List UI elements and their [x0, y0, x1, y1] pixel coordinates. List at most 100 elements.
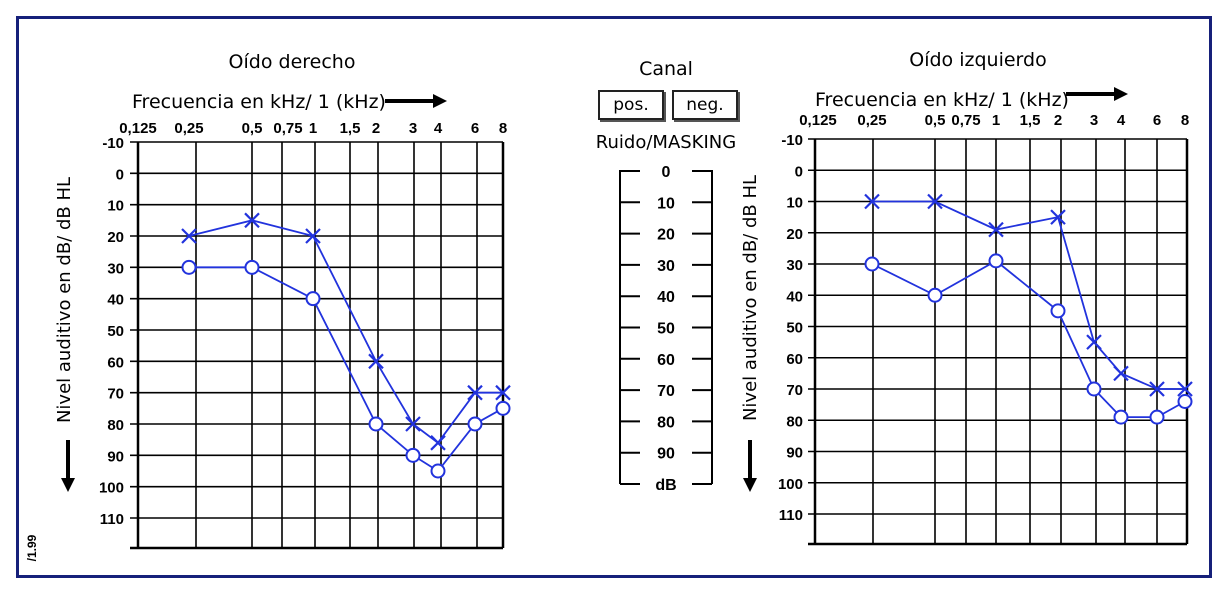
masking-label: Ruido/MASKING — [596, 132, 736, 153]
series-line-x — [188, 219, 503, 445]
data-point-x — [368, 353, 384, 370]
x-tick-label: 4 — [434, 120, 443, 137]
data-point-x — [864, 193, 880, 210]
data-point-o — [495, 400, 511, 416]
x-marker-stroke — [988, 221, 1004, 238]
data-point-o — [1086, 381, 1102, 397]
x-marker-stroke — [181, 228, 197, 244]
y-tick-label: 60 — [786, 351, 803, 368]
x-tick-label: 2 — [372, 120, 380, 137]
y-axis-label: Nivel auditivo en dB/ dB HL — [54, 177, 75, 423]
x-tick-label: 0,25 — [174, 120, 203, 137]
x-marker-stroke — [405, 416, 421, 432]
y-tick-label: 30 — [107, 260, 124, 277]
data-point-x — [495, 384, 511, 401]
pos-button[interactable]: pos. — [598, 90, 664, 120]
x-marker-stroke — [305, 228, 321, 244]
x-axis-label: Frecuencia en kHz/ 1 (kHz) — [815, 89, 1069, 111]
y-tick-label: 50 — [107, 323, 124, 340]
x-tick-label: 8 — [1181, 112, 1189, 129]
y-tick-label: 20 — [107, 229, 124, 246]
y-tick-label: 50 — [786, 320, 803, 337]
y-tick-label: -10 — [781, 132, 803, 149]
x-marker-stroke — [927, 193, 943, 210]
masking-label-value: 90 — [657, 446, 675, 463]
x-tick-label: 1,5 — [340, 120, 361, 137]
y-tick-label: 30 — [786, 257, 803, 274]
x-tick-label: 0,5 — [925, 112, 946, 129]
data-point-o — [405, 447, 421, 463]
data-point-o — [1050, 303, 1066, 319]
data-point-o — [1177, 394, 1193, 409]
data-point-o — [305, 291, 321, 307]
y-tick-label: 70 — [786, 382, 803, 399]
x-tick-label: 0,75 — [273, 120, 302, 137]
y-tick-label: 70 — [107, 386, 124, 403]
masking-label-value: 70 — [657, 383, 675, 400]
data-point-x — [1149, 381, 1165, 397]
y-tick-label: 100 — [99, 480, 124, 497]
data-point-x — [988, 221, 1004, 238]
y-tick-label: 40 — [786, 288, 803, 305]
y-tick-label: 110 — [779, 507, 803, 524]
x-marker-stroke — [864, 193, 880, 210]
data-point-o — [988, 253, 1004, 269]
data-point-x — [1177, 381, 1193, 397]
data-point-x — [405, 416, 421, 432]
y-tick-label: 60 — [107, 354, 124, 371]
y-tick-label: 10 — [107, 198, 124, 215]
x-marker-stroke — [244, 212, 260, 229]
data-point-o — [368, 416, 384, 432]
chart-right-ear: Oído derecho Frecuencia en kHz/ 1 (kHz) 0,… — [54, 51, 511, 550]
data-point-o — [181, 259, 197, 275]
y-tick-label: 90 — [107, 448, 124, 465]
x-tick-label: 3 — [409, 120, 417, 137]
x-marker-stroke — [467, 384, 483, 401]
data-point-x — [244, 212, 260, 229]
series-line-o — [871, 259, 1186, 419]
data-point-x — [430, 435, 446, 451]
x-marker-stroke — [368, 353, 384, 370]
data-point-o — [864, 256, 880, 272]
y-tick-label: 40 — [107, 292, 124, 309]
y-tick-label: -10 — [102, 135, 124, 152]
y-tick-label: 80 — [786, 413, 803, 430]
neg-button[interactable]: neg. — [672, 90, 738, 120]
x-marker-stroke — [1050, 209, 1066, 225]
chart-left-ear: Oído izquierdo Frecuencia en kHz/ 1 (kHz)… — [740, 49, 1193, 546]
x-marker-stroke — [430, 435, 446, 451]
x-axis-arrow-head — [433, 94, 447, 108]
data-point-x — [1050, 209, 1066, 225]
x-tick-label: 0,125 — [799, 112, 837, 129]
y-tick-label: 100 — [778, 476, 803, 493]
y-tick-label: 0 — [795, 163, 803, 180]
series-line-x — [872, 200, 1185, 390]
x-tick-label: 1 — [309, 120, 317, 137]
masking-label-value: 10 — [657, 195, 675, 212]
x-tick-label: 6 — [471, 120, 479, 137]
masking-label-value: 50 — [657, 321, 675, 338]
masking-label-value: 40 — [657, 289, 675, 306]
chart-title: Oído derecho — [229, 51, 356, 73]
masking-label-value: 20 — [657, 227, 675, 244]
y-axis-label: Nivel auditivo en dB/ dB HL — [740, 175, 761, 421]
x-tick-label: 3 — [1090, 112, 1098, 129]
data-point-o — [467, 416, 483, 432]
data-point-o — [927, 287, 943, 303]
data-point-o — [430, 463, 446, 479]
y-tick-label: 110 — [100, 511, 124, 528]
outer-frame — [16, 16, 1212, 578]
masking-label-value: 60 — [657, 352, 675, 369]
x-tick-label: 2 — [1054, 112, 1062, 129]
masking-label-value: dB — [655, 477, 676, 494]
masking-scale: 0 10 20 30 40 50 60 70 80 90 dB — [619, 164, 713, 494]
x-axis-arrow-head — [1114, 87, 1128, 101]
series-line-o — [189, 266, 504, 473]
masking-label-value: 0 — [662, 164, 671, 181]
x-axis-label: Frecuencia en kHz/ 1 (kHz) — [132, 91, 386, 113]
y-axis-arrow-head — [61, 478, 75, 492]
canal-title: Canal — [639, 58, 693, 80]
y-tick-label: 20 — [786, 226, 803, 243]
x-tick-label: 0,25 — [857, 112, 886, 129]
